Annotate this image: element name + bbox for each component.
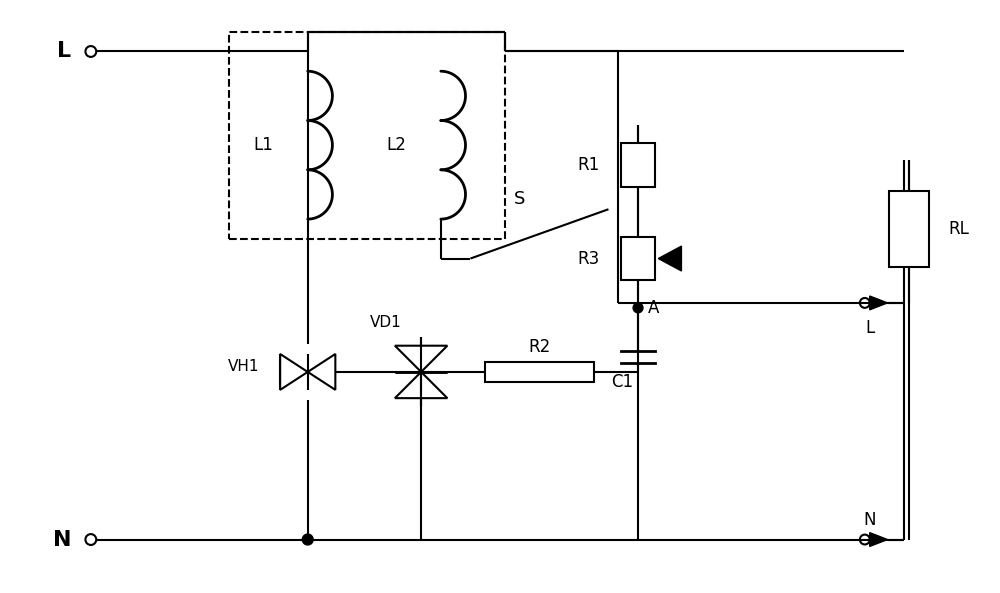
Text: R3: R3: [578, 250, 600, 267]
Text: VH1: VH1: [228, 359, 259, 375]
Polygon shape: [870, 533, 887, 546]
Text: RL: RL: [949, 220, 969, 238]
Text: L1: L1: [253, 136, 273, 154]
Bar: [621, 237, 655, 280]
Text: R2: R2: [528, 338, 551, 356]
Text: A: A: [648, 299, 659, 317]
Text: N: N: [863, 511, 876, 529]
Text: L: L: [57, 42, 71, 62]
Bar: [485, 362, 594, 382]
Bar: [621, 143, 655, 187]
Text: R1: R1: [578, 156, 600, 174]
Text: C1: C1: [611, 373, 633, 391]
Bar: [889, 191, 929, 267]
Text: S: S: [514, 190, 525, 208]
Text: VD1: VD1: [370, 315, 401, 330]
Circle shape: [633, 303, 643, 313]
Text: L2: L2: [387, 136, 406, 154]
Polygon shape: [658, 246, 681, 271]
Polygon shape: [870, 296, 887, 310]
Text: L: L: [865, 318, 874, 337]
Text: N: N: [53, 530, 71, 550]
Circle shape: [302, 534, 313, 545]
